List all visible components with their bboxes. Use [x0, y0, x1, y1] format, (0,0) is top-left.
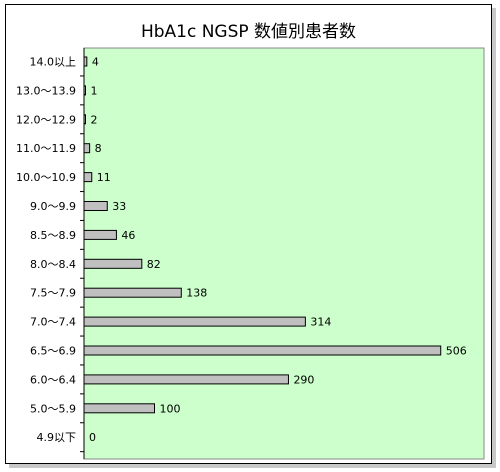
category-tick-label: 8.0～8.4 [30, 258, 76, 271]
bar [83, 374, 289, 385]
data-label: 11 [97, 171, 111, 184]
data-label: 0 [89, 431, 96, 444]
bar [83, 345, 442, 356]
data-label: 4 [92, 56, 99, 69]
category-tick-label: 7.5～7.9 [30, 287, 76, 300]
data-label: 8 [95, 142, 102, 155]
data-label: 2 [91, 113, 98, 126]
bar [83, 114, 86, 125]
data-label: 100 [160, 402, 181, 415]
category-tick-label: 14.0以上 [30, 56, 77, 69]
bar [83, 85, 86, 96]
category-tick-label: 13.0～13.9 [16, 84, 76, 97]
data-label: 46 [121, 229, 135, 242]
category-tick-label: 6.5～6.9 [30, 345, 76, 358]
bar [83, 287, 182, 298]
category-tick-label: 7.0～7.4 [30, 316, 76, 329]
bars [83, 56, 442, 414]
category-tick-label: 10.0～10.9 [16, 171, 76, 184]
data-label: 314 [310, 316, 331, 329]
bar [83, 258, 143, 269]
chart-title: HbA1c NGSP 数値別患者数 [140, 22, 357, 42]
data-label: 82 [147, 258, 161, 271]
category-tick-label: 5.0～5.9 [30, 402, 76, 415]
category-tick-label: 8.5～8.9 [30, 229, 76, 242]
category-tick-label: 9.0～9.9 [30, 200, 76, 213]
axis-ticks [80, 75, 84, 453]
category-tick-label: 11.0～11.9 [16, 142, 76, 155]
bar [83, 143, 91, 154]
category-tick-label: 4.9以下 [37, 431, 77, 444]
category-tick-label: 12.0～12.9 [16, 113, 76, 126]
bar [83, 201, 108, 211]
bar [83, 172, 93, 183]
data-label: 33 [112, 200, 126, 213]
data-label: 290 [293, 373, 314, 386]
bar [83, 316, 306, 327]
category-tick-label: 6.0～6.4 [30, 373, 76, 386]
data-label: 138 [186, 287, 207, 300]
bar [83, 403, 155, 414]
data-label: 506 [446, 345, 467, 358]
tick-labels: 14.0以上 13.0～13.9 12.0～12.9 11.0～11.9 10.0～10… [16, 56, 76, 445]
bar [83, 229, 117, 240]
data-label: 1 [91, 84, 98, 97]
bar [83, 56, 88, 67]
plot-area [83, 47, 485, 460]
data-labels: 4 1 2 8 11 33 46 82 138 314 506 290 100 0 [89, 56, 467, 445]
